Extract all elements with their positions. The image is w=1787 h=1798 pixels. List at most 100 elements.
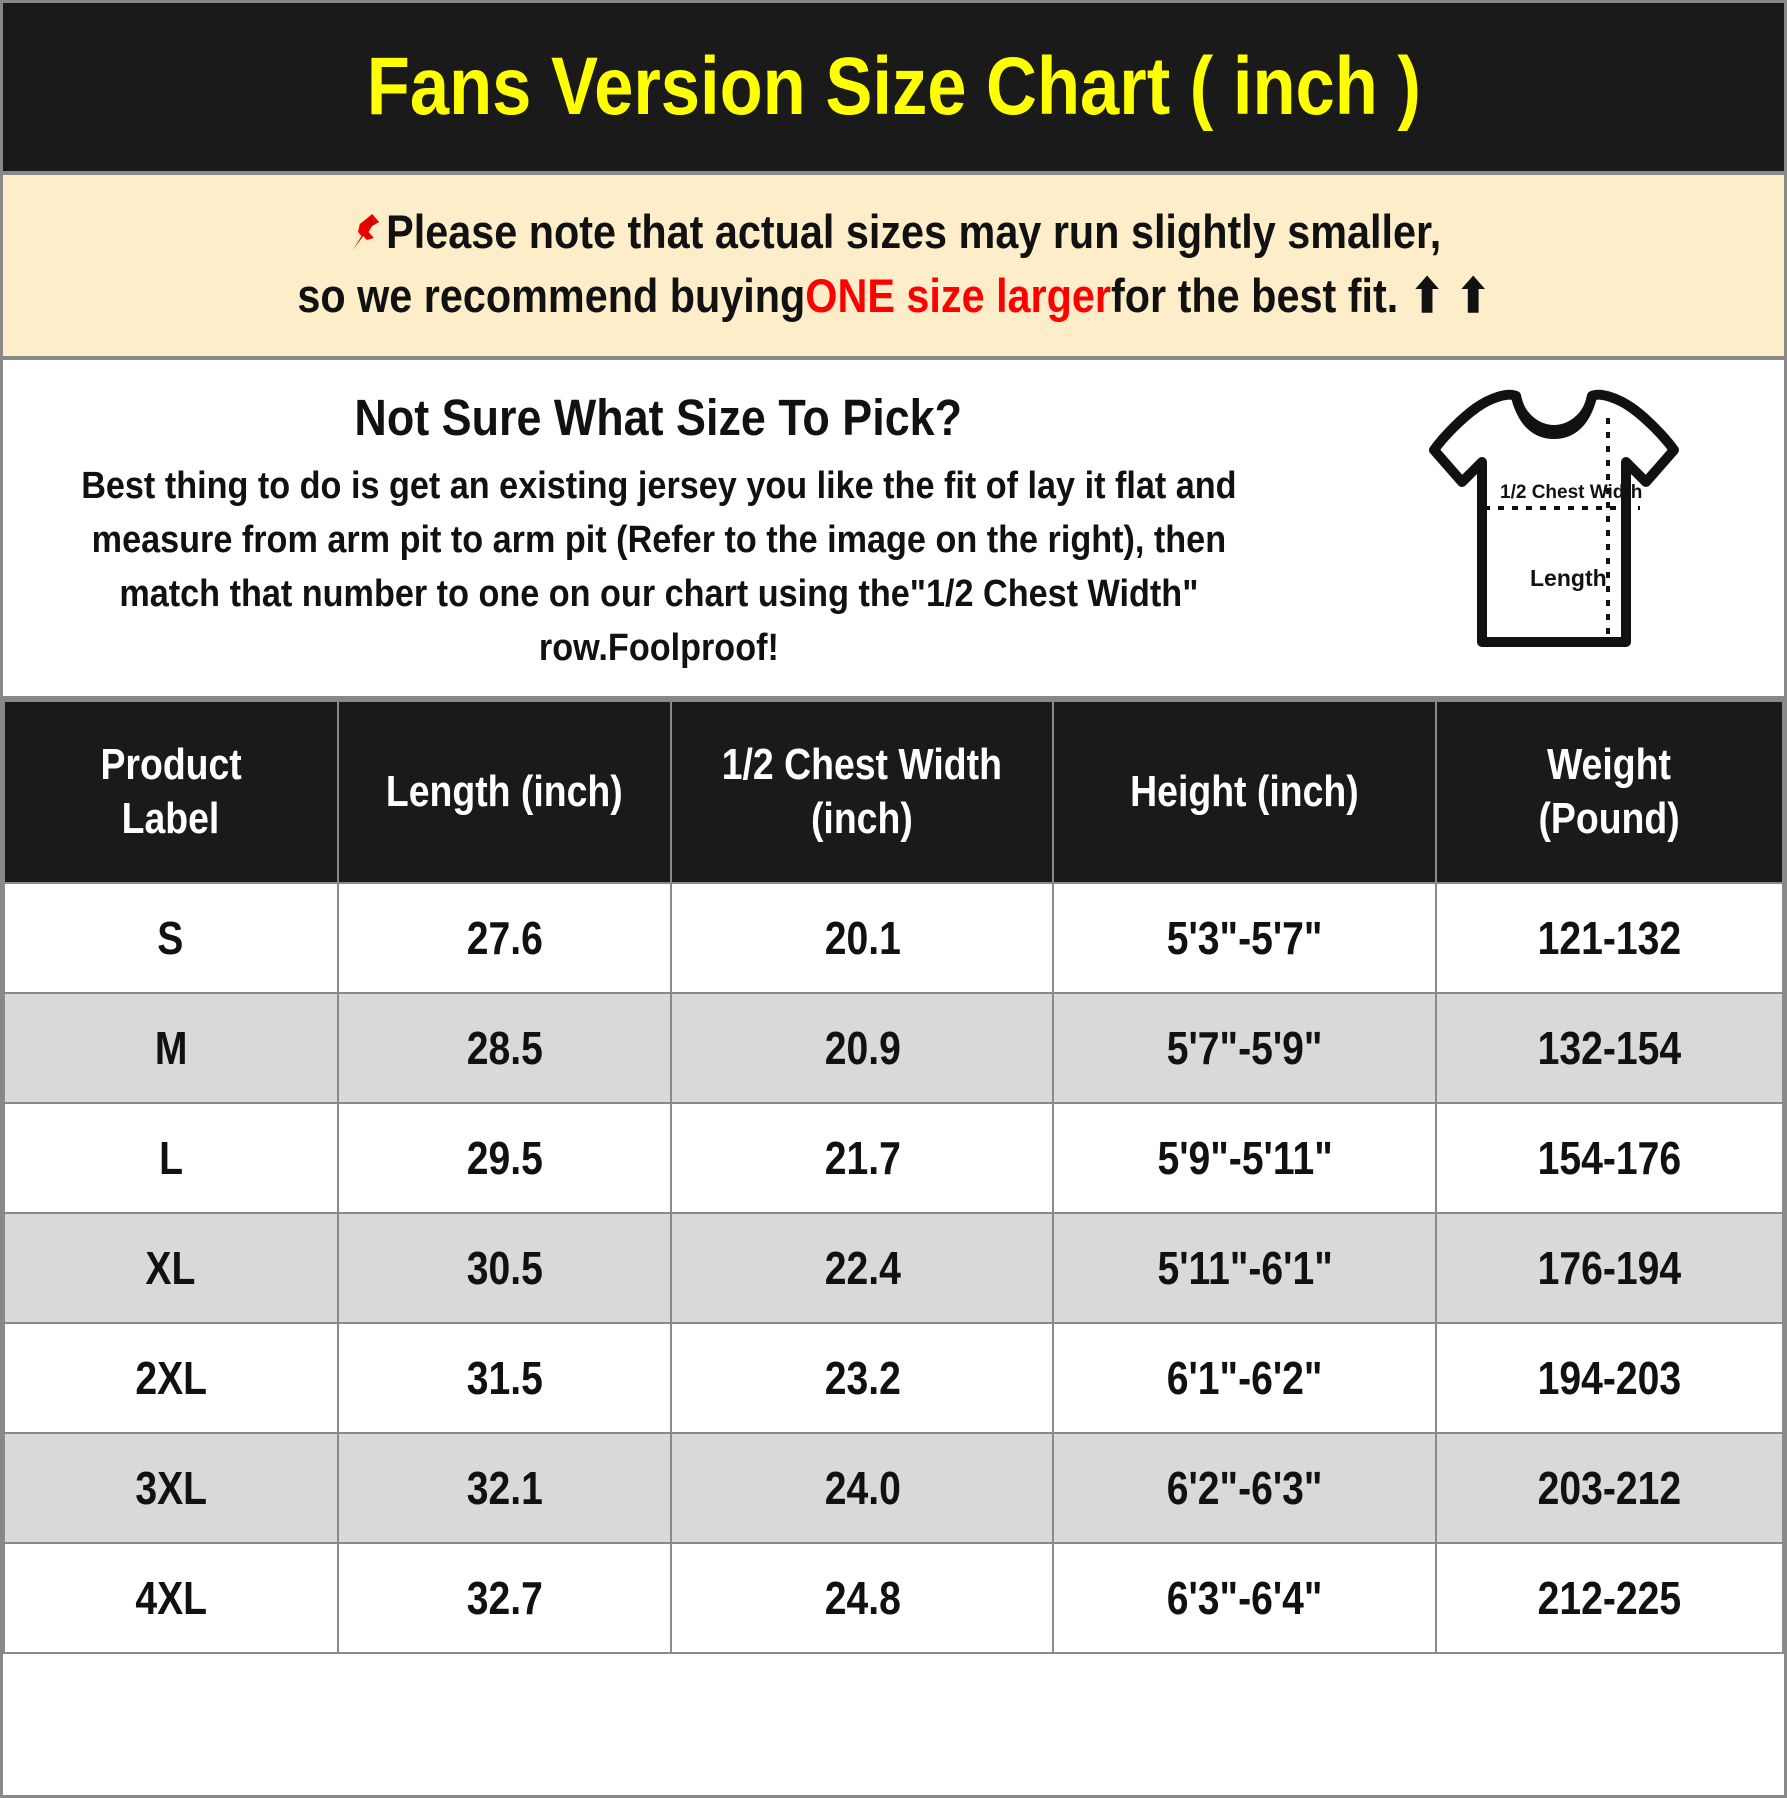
cell-product-label: 2XL (3, 1321, 339, 1434)
tshirt-diagram-area: 1/2 Chest Width Length (1324, 360, 1784, 664)
info-body-line-2: measure from arm pit to arm pit (Refer t… (91, 519, 1226, 562)
cell-text: 5'11"-6'1" (1156, 1241, 1333, 1294)
info-heading: Not Sure What Size To Pick? (354, 389, 963, 446)
cell-product-label: S (3, 881, 339, 994)
table-row: XL 30.5 22.4 5'11"-6'1" 176-194 (3, 1211, 1784, 1324)
col-header-length: Length (inch) (336, 699, 673, 884)
cell-text: 212-225 (1537, 1571, 1682, 1624)
col-header-product-label-line1: Product (100, 740, 242, 790)
cell-text: 6'1"-6'2" (1166, 1351, 1323, 1404)
cell-height: 5'9"-5'11" (1052, 1101, 1437, 1214)
cell-text: 24.8 (824, 1571, 901, 1624)
note-line-2: so we recommend buying ONE size larger f… (297, 264, 1490, 327)
size-table: Product Label Length (inch) 1/2 Chest Wi… (3, 699, 1784, 1654)
cell-height: 6'1"-6'2" (1052, 1321, 1437, 1434)
cell-height: 6'3"-6'4" (1052, 1541, 1437, 1654)
cell-height: 5'3"-5'7" (1052, 881, 1437, 994)
cell-text: 5'9"-5'11" (1156, 1131, 1333, 1184)
cell-text: XL (145, 1241, 196, 1294)
cell-product-label: M (3, 991, 339, 1104)
cell-length: 31.5 (336, 1321, 673, 1434)
table-row: M 28.5 20.9 5'7"-5'9" 132-154 (3, 991, 1784, 1104)
cell-length: 30.5 (336, 1211, 673, 1324)
cell-text: 3XL (134, 1461, 207, 1514)
cell-height: 5'11"-6'1" (1052, 1211, 1437, 1324)
cell-text: 21.7 (824, 1131, 901, 1184)
info-body: Best thing to do is get an existing jers… (81, 460, 1236, 676)
cell-height: 5'7"-5'9" (1052, 991, 1437, 1104)
table-row: L 29.5 21.7 5'9"-5'11" 154-176 (3, 1101, 1784, 1214)
cell-text: 20.9 (824, 1021, 901, 1074)
cell-text: 28.5 (466, 1021, 543, 1074)
size-table-head: Product Label Length (inch) 1/2 Chest Wi… (3, 699, 1784, 884)
cell-text: 194-203 (1537, 1351, 1682, 1404)
note-line-1-text: Please note that actual sizes may run sl… (386, 205, 1442, 259)
cell-text: 20.1 (824, 911, 901, 964)
info-body-line-3: match that number to one on our chart us… (118, 573, 1199, 615)
cell-chest: 20.9 (670, 991, 1055, 1104)
info-body-line-1: Best thing to do is get an existing jers… (80, 465, 1237, 508)
cell-height: 6'2"-6'3" (1052, 1431, 1437, 1544)
cell-text: 31.5 (466, 1351, 543, 1404)
cell-text: 6'2"-6'3" (1166, 1461, 1323, 1514)
col-header-height: Height (inch) (1052, 699, 1437, 884)
cell-chest: 20.1 (670, 881, 1055, 994)
cell-text: 4XL (134, 1571, 207, 1624)
col-header-weight-line1: Weight (1547, 740, 1672, 790)
cell-text: M (154, 1021, 188, 1074)
cell-text: 30.5 (466, 1241, 543, 1294)
note-line-2-suffix: for the best fit. ⬆ ⬆ (1110, 268, 1491, 322)
cell-text: S (157, 911, 184, 964)
col-header-height-line1: Height (inch) (1130, 767, 1359, 817)
cell-length: 27.6 (336, 881, 673, 994)
cell-text: 203-212 (1537, 1461, 1682, 1514)
cell-text: 23.2 (824, 1351, 901, 1404)
col-header-product-label-line2: Label (121, 793, 220, 843)
info-body-line-4: row.Foolproof! (538, 626, 779, 669)
note-highlight: ONE size larger (804, 268, 1111, 322)
cell-text: 5'7"-5'9" (1166, 1021, 1323, 1074)
cell-product-label: XL (3, 1211, 339, 1324)
table-row: 4XL 32.7 24.8 6'3"-6'4" 212-225 (3, 1541, 1784, 1654)
cell-weight: 132-154 (1434, 991, 1784, 1104)
col-header-weight-line2: (Pound) (1538, 793, 1681, 843)
col-header-chest-width: 1/2 Chest Width (inch) (670, 699, 1055, 884)
cell-weight: 212-225 (1434, 1541, 1784, 1654)
col-header-length-line1: Length (inch) (385, 767, 623, 817)
cell-chest: 24.0 (670, 1431, 1055, 1544)
cell-chest: 22.4 (670, 1211, 1055, 1324)
title-banner: Fans Version Size Chart ( inch ) (3, 3, 1784, 175)
cell-weight: 176-194 (1434, 1211, 1784, 1324)
info-section: Not Sure What Size To Pick? Best thing t… (3, 360, 1784, 700)
cell-length: 32.1 (336, 1431, 673, 1544)
table-row: S 27.6 20.1 5'3"-5'7" 121-132 (3, 881, 1784, 994)
cell-text: 32.7 (466, 1571, 543, 1624)
chest-width-label: 1/2 Chest Width (1500, 482, 1642, 503)
cell-text: 6'3"-6'4" (1166, 1571, 1323, 1624)
cell-product-label: L (3, 1101, 339, 1214)
tshirt-measurement-diagram: 1/2 Chest Width Length (1404, 374, 1704, 664)
cell-text: 29.5 (466, 1131, 543, 1184)
cell-text: 32.1 (466, 1461, 543, 1514)
cell-weight: 121-132 (1434, 881, 1784, 994)
table-row: 2XL 31.5 23.2 6'1"-6'2" 194-203 (3, 1321, 1784, 1434)
cell-length: 29.5 (336, 1101, 673, 1214)
cell-chest: 23.2 (670, 1321, 1055, 1434)
cell-text: 132-154 (1537, 1021, 1682, 1074)
cell-product-label: 4XL (3, 1541, 339, 1654)
length-label: Length (1530, 565, 1607, 591)
col-header-product-label: Product Label (3, 699, 339, 884)
page-title: Fans Version Size Chart ( inch ) (366, 41, 1421, 132)
note-line-2-prefix: so we recommend buying (296, 268, 805, 322)
cell-chest: 24.8 (670, 1541, 1055, 1654)
col-header-weight: Weight (Pound) (1434, 699, 1784, 884)
cell-text: 24.0 (824, 1461, 901, 1514)
cell-length: 28.5 (336, 991, 673, 1104)
cell-text: 2XL (134, 1351, 207, 1404)
note-band: Please note that actual sizes may run sl… (3, 175, 1784, 360)
note-line-1: Please note that actual sizes may run sl… (346, 200, 1442, 263)
cell-text: 176-194 (1537, 1241, 1682, 1294)
cell-length: 32.7 (336, 1541, 673, 1654)
cell-text: 22.4 (824, 1241, 901, 1294)
